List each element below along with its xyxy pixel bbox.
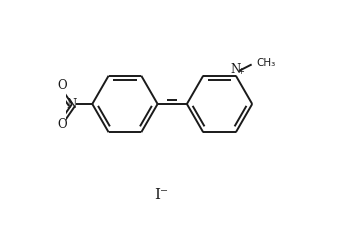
Text: N: N [231,62,241,75]
Text: CH₃: CH₃ [256,58,275,68]
Text: I⁻: I⁻ [154,187,168,201]
Text: +: + [237,67,244,75]
Text: N: N [67,98,77,111]
Text: O: O [57,118,67,131]
Text: O: O [57,79,67,91]
